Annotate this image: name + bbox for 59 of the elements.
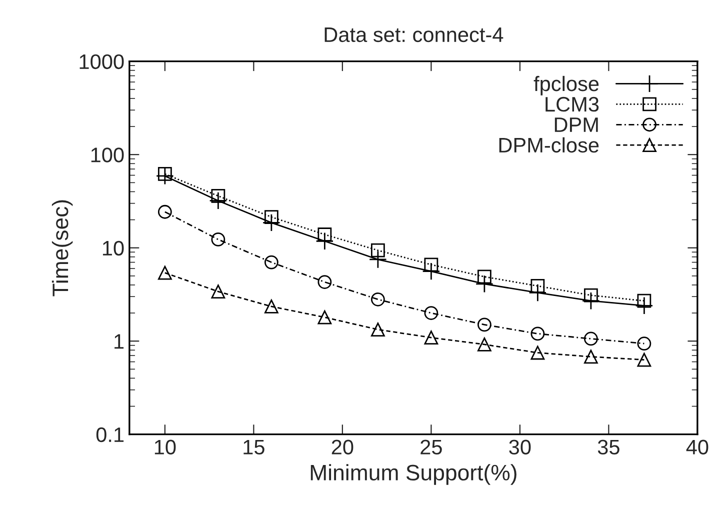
x-tick-label: 10 (154, 440, 176, 455)
point (477, 318, 492, 332)
y-tick-label: 0.1 (96, 427, 124, 442)
point (475, 274, 494, 293)
point (209, 192, 228, 210)
legend-label: fpclose (534, 76, 599, 96)
point (211, 232, 226, 246)
point (158, 166, 172, 181)
point (584, 350, 598, 364)
point (211, 284, 226, 298)
point (582, 292, 600, 310)
point (584, 332, 598, 346)
y-axis-title: Time(sec) (52, 200, 73, 296)
point (318, 228, 332, 242)
point (316, 232, 334, 250)
legend-label: DPM (554, 118, 598, 132)
point (262, 214, 280, 232)
x-tick-label: 20 (332, 440, 354, 455)
point (370, 322, 385, 336)
point (530, 279, 545, 293)
point (637, 336, 652, 351)
point (318, 275, 332, 289)
point (477, 338, 492, 352)
point (158, 266, 172, 280)
x-tick-label: 35 (598, 440, 620, 455)
point (477, 270, 492, 284)
point (264, 300, 278, 314)
y-tick-label: 100 (91, 148, 124, 162)
legend-label: DPM-close (499, 137, 599, 153)
point (264, 210, 278, 224)
y-tick-label: 10 (102, 240, 124, 256)
point (422, 262, 440, 280)
y-tick-label: 1 (114, 334, 124, 349)
point (635, 296, 654, 315)
point (156, 166, 174, 185)
point (158, 204, 172, 219)
x-tick-label: 25 (420, 440, 442, 455)
x-tick-label: 30 (509, 440, 531, 455)
point (318, 310, 332, 324)
point (528, 284, 547, 302)
point (584, 288, 598, 302)
point (368, 250, 387, 269)
chart-title: Data set: connect-4 (324, 28, 504, 42)
x-tick-label: 40 (686, 440, 708, 455)
x-axis-title: Minimum Support(%) (310, 464, 516, 485)
legend-label: LCM3 (546, 96, 599, 112)
point (211, 189, 226, 203)
point (637, 294, 652, 308)
point (424, 258, 438, 272)
y-tick-label: 1000 (80, 54, 124, 70)
x-tick-label: 15 (244, 440, 264, 455)
point (637, 352, 652, 367)
point (424, 306, 438, 320)
point (370, 243, 385, 258)
point (424, 330, 438, 345)
point (530, 326, 545, 341)
point (370, 292, 385, 306)
point (530, 346, 545, 360)
point (264, 255, 278, 270)
